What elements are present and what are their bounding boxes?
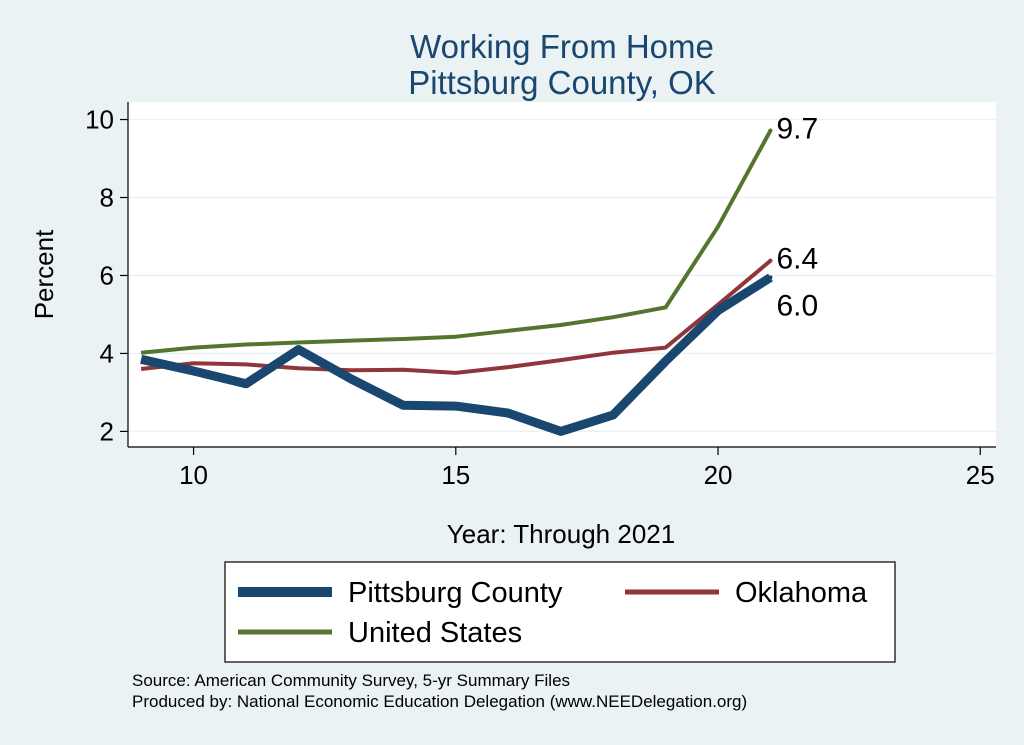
chart-title-line-2: Pittsburg County, OK (408, 64, 716, 101)
x-tick-label: 15 (441, 460, 470, 490)
series-lines (140, 128, 773, 436)
chart-title-line-1: Working From Home (410, 28, 714, 65)
legend-label-oklahoma: Oklahoma (735, 577, 868, 609)
end-label-pittsburg-county: 6.0 (776, 289, 818, 322)
x-tick-label: 20 (704, 460, 733, 490)
producer-note: Produced by: National Economic Education… (132, 692, 748, 711)
y-tick-label: 10 (85, 105, 114, 135)
y-tick-label: 2 (100, 416, 114, 446)
y-tick-label: 8 (100, 183, 114, 213)
gridlines (128, 118, 996, 433)
legend-label-pittsburg-county: Pittsburg County (348, 577, 563, 609)
legend-box (224, 561, 896, 663)
legend-label-united-states: United States (348, 617, 522, 649)
end-point-pittsburg-county (768, 275, 773, 280)
series-line-united-states (140, 129, 773, 355)
x-tick-label: 25 (966, 460, 995, 490)
end-label-oklahoma: 6.4 (776, 243, 818, 276)
series-line-pittsburg-county (140, 273, 773, 436)
source-note: Source: American Community Survey, 5-yr … (132, 671, 571, 690)
end-point-oklahoma (768, 258, 773, 263)
end-labels: 6.0 6.4 9.7 (776, 112, 818, 322)
y-axis-title: Percent (29, 229, 59, 319)
x-axis-title: Year: Through 2021 (447, 519, 675, 549)
x-tick-label: 10 (179, 460, 208, 490)
series-line-oklahoma (140, 259, 772, 375)
x-axis-ticks: 10 15 20 25 (179, 447, 995, 490)
y-tick-label: 6 (100, 260, 114, 290)
plot-area (128, 102, 996, 447)
y-tick-label: 4 (100, 338, 114, 368)
legend: Pittsburg County Oklahoma United States (224, 561, 896, 663)
y-axis-ticks: 2 4 6 8 10 (85, 105, 128, 446)
end-label-united-states: 9.7 (776, 112, 818, 145)
end-point-united-states (768, 128, 773, 133)
axes (127, 102, 996, 448)
chart-title: Working From Home Pittsburg County, OK (408, 28, 716, 101)
